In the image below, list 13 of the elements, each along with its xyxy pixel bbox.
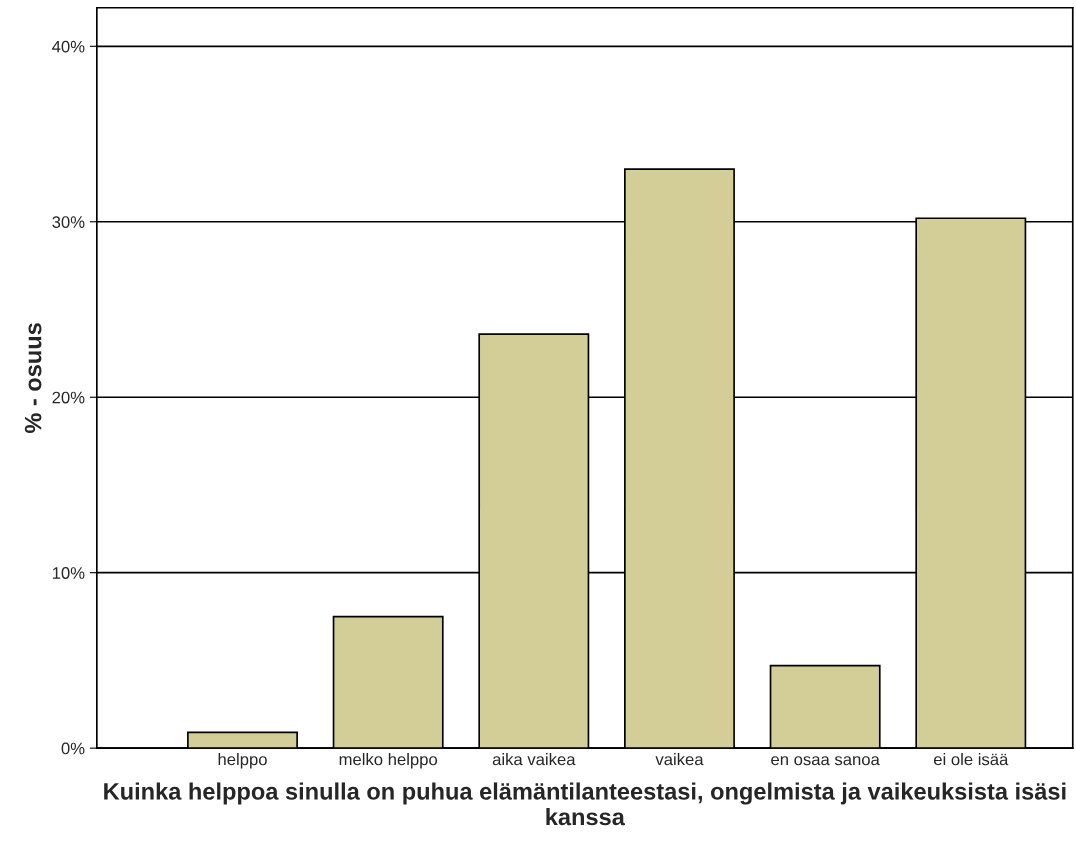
- y-tick-label: 30%: [52, 216, 85, 228]
- x-axis-title: Kuinka helppoa sinulla on puhua elämäntilanteestasi, ongelmista ja vaikeuksista isäsi kanssa: [104, 782, 1066, 826]
- x-tick-label: ei ole isää: [934, 753, 1009, 766]
- y-axis-title: % - osuus: [24, 323, 42, 434]
- x-tick-label: vaikea: [655, 753, 704, 766]
- x-tick-label: helppo: [218, 753, 267, 769]
- x-tick-label: en osaa sanoa: [771, 756, 880, 766]
- y-tick-label: 20%: [52, 391, 85, 404]
- x-tick-label: melko helppo: [339, 753, 438, 769]
- y-tick-label: 10%: [52, 567, 85, 579]
- x-tick-label: aika vaikea: [492, 753, 576, 766]
- y-tick-label: 40%: [52, 40, 85, 53]
- y-tick-label: 0%: [61, 742, 85, 755]
